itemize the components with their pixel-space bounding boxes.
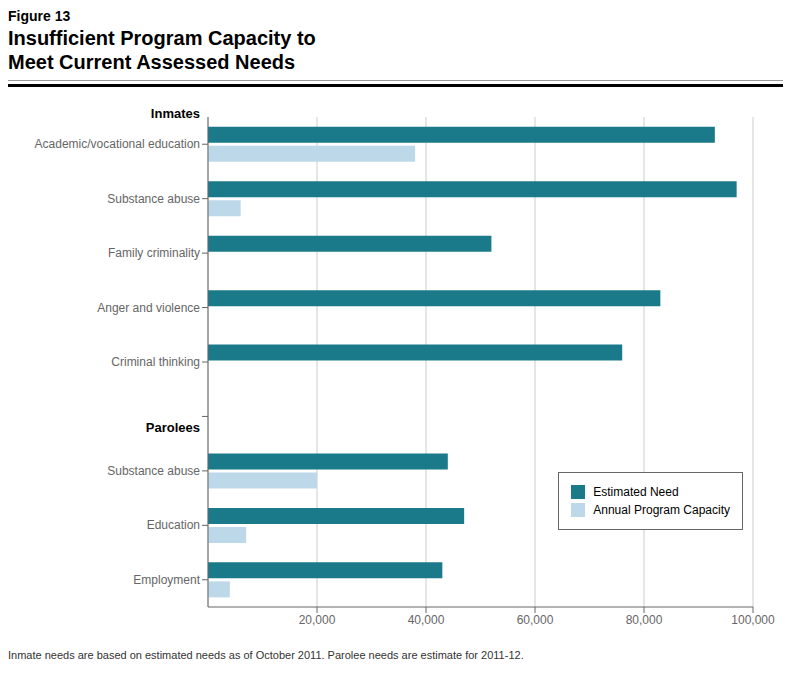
html-text:Annual Program Capacity: Annual Program Capacity [593, 503, 730, 517]
svg-text:Inmates: Inmates [151, 106, 200, 121]
svg-text:Academic/vocational education: Academic/vocational education [35, 137, 200, 151]
html-text:Estimated Need: Estimated Need [593, 485, 679, 499]
svg-text:Education: Education [147, 518, 200, 532]
svg-text:Criminal thinking: Criminal thinking [111, 355, 200, 369]
svg-text:Substance abuse: Substance abuse [107, 464, 200, 478]
svg-text:80,000: 80,000 [626, 613, 663, 627]
svg-text:Parolees: Parolees [146, 420, 200, 435]
svg-text:40,000: 40,000 [408, 613, 445, 627]
svg-text:20,000: 20,000 [299, 613, 336, 627]
html-text:Figure 13: Figure 13 [8, 8, 71, 24]
svg-text:Family criminality: Family criminality [108, 246, 200, 260]
html-text:Inmate needs are based on esti: Inmate needs are based on estimated need… [8, 649, 524, 661]
svg-text:100,000: 100,000 [731, 613, 775, 627]
svg-text:60,000: 60,000 [517, 613, 554, 627]
svg-text:Anger and violence: Anger and violence [97, 301, 200, 315]
svg-text:Employment: Employment [133, 573, 200, 587]
html-text:Insufficient Program Capacity: Insufficient Program Capacity to Meet Cu… [8, 27, 316, 73]
svg-text:Substance abuse: Substance abuse [107, 192, 200, 206]
